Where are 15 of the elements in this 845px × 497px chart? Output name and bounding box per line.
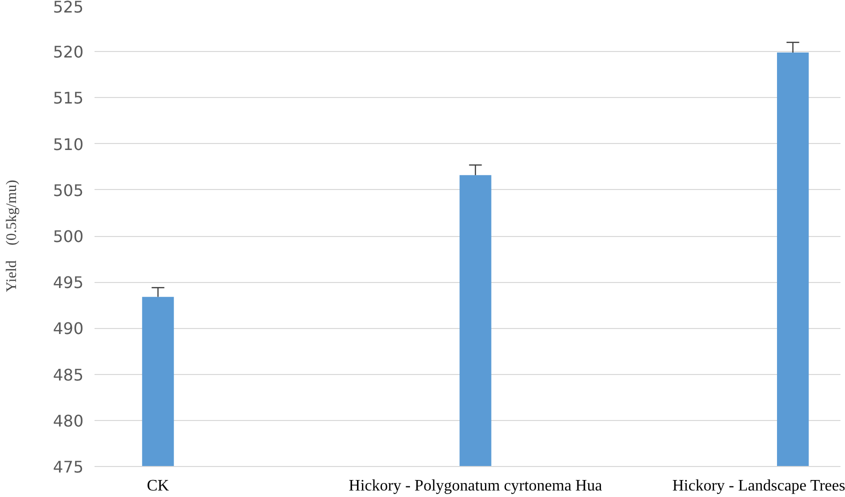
y-tick-label: 505: [52, 180, 84, 200]
y-tick-label: 515: [52, 88, 84, 108]
x-tick-label: CK: [146, 478, 170, 494]
y-axis-title: Yield (0.5kg/mu): [4, 180, 20, 292]
y-tick-label: 485: [52, 365, 84, 384]
y-tick-label: 495: [52, 273, 84, 292]
y-tick-label: 525: [52, 0, 84, 16]
x-tick-label: Hickory - Landscape Trees: [672, 478, 845, 494]
y-tick-label: 480: [52, 411, 84, 430]
y-tick-label: 500: [52, 227, 84, 246]
x-tick-label: Hickory - Polygonatum cyrtonema Hua: [348, 478, 602, 494]
y-tick-label: 490: [52, 319, 84, 338]
y-tick-label: 510: [52, 134, 84, 154]
y-tick-label: 520: [52, 42, 84, 62]
y-tick-label: 475: [52, 458, 84, 476]
